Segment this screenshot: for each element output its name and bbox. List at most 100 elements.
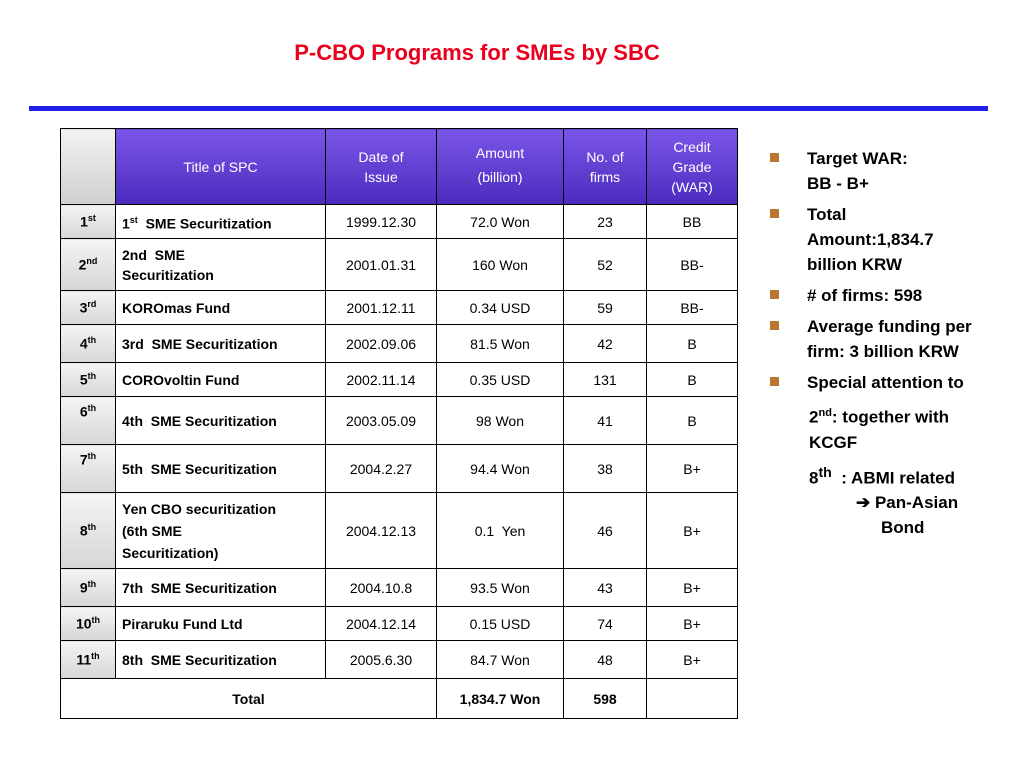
slide-title: P-CBO Programs for SMEs by SBC: [294, 40, 660, 65]
spc-title-cell: 4th SME Securitization: [115, 396, 326, 445]
date-cell: 2002.09.06: [325, 324, 437, 363]
bullet-special-attention: Special attention to: [770, 370, 1010, 395]
bullet-square-icon: [770, 153, 779, 162]
summary-bullets: Target WAR: BB - B+ Total Amount:1,834.7…: [770, 146, 1010, 540]
firms-cell: 48: [563, 640, 647, 679]
table-row: 9th 7th SME Securitization 2004.10.8 93.…: [60, 568, 738, 607]
table-total-row: Total 1,834.7 Won 598: [60, 678, 738, 719]
header-corner-cell: [60, 128, 116, 205]
rank-cell: 3rd: [60, 290, 116, 325]
table-row: 8th Yen CBO securitization (6th SME Securi…: [60, 492, 738, 569]
amount-cell: 98 Won: [436, 396, 564, 445]
date-cell: 2004.10.8: [325, 568, 437, 607]
date-cell: 2001.01.31: [325, 238, 437, 291]
grade-cell: B: [646, 324, 738, 363]
firms-cell: 43: [563, 568, 647, 607]
spc-title-cell: Piraruku Fund Ltd: [115, 606, 326, 641]
bullet-number-of-firms: # of firms: 598: [770, 283, 1010, 308]
amount-cell: 81.5 Won: [436, 324, 564, 363]
date-cell: 2003.05.09: [325, 396, 437, 445]
right-arrow-icon: ➔: [856, 493, 871, 513]
bullet-square-icon: [770, 377, 779, 386]
header-firms-line1: No. of: [586, 148, 624, 165]
spc-title-cell: 7th SME Securitization: [115, 568, 326, 607]
table-row: 6th 4th SME Securitization 2003.05.09 98…: [60, 396, 738, 445]
spc-title-cell: 2nd SME Securitization: [115, 238, 326, 291]
header-credit-line1: Credit: [673, 138, 711, 155]
date-cell: 2004.12.14: [325, 606, 437, 641]
firms-cell: 131: [563, 362, 647, 397]
header-amount-line2: (billion): [477, 168, 523, 185]
special-attention-8th: 8th : ABMI related ➔ Pan-Asian Bond: [809, 464, 959, 538]
rank-cell: 5th: [60, 362, 116, 397]
firms-cell: 38: [563, 444, 647, 493]
total-amount-cell: 1,834.7 Won: [436, 678, 564, 719]
firms-cell: 41: [563, 396, 647, 445]
header-credit-line3: (WAR): [671, 178, 713, 195]
spc-title-cell: 5th SME Securitization: [115, 444, 326, 493]
amount-cell: 0.1 Yen: [436, 492, 564, 569]
amount-cell: 0.34 USD: [436, 290, 564, 325]
bullet-target-war: Target WAR: BB - B+: [770, 146, 1010, 196]
grade-cell: BB-: [646, 290, 738, 325]
table-row: 11th 8th SME Securitization 2005.6.30 84…: [60, 640, 738, 679]
spc-title-cell: 1st SME Securitization: [115, 204, 326, 239]
date-cell: 2004.2.27: [325, 444, 437, 493]
grade-cell: BB-: [646, 238, 738, 291]
header-firms-line2: firms: [589, 168, 621, 185]
amount-cell: 0.35 USD: [436, 362, 564, 397]
grade-cell: B: [646, 396, 738, 445]
amount-cell: 94.4 Won: [436, 444, 564, 493]
rank-cell: 1st: [60, 204, 116, 239]
spc-title-cell: KOROmas Fund: [115, 290, 326, 325]
firms-cell: 46: [563, 492, 647, 569]
grade-cell: B: [646, 362, 738, 397]
title-divider: [29, 106, 988, 111]
bullet-square-icon: [770, 209, 779, 218]
total-label-cell: Total: [60, 678, 437, 719]
grade-cell: B+: [646, 444, 738, 493]
rank-cell: 9th: [60, 568, 116, 607]
spc-table: Title of SPC Date of Issue Amount (billi…: [60, 128, 738, 719]
rank-cell: 4th: [60, 324, 116, 363]
table-row: 1st 1st SME Securitization 1999.12.30 72…: [60, 204, 738, 239]
total-grade-cell: [646, 678, 738, 719]
date-cell: 2002.11.14: [325, 362, 437, 397]
bullet-total-amount: Total Amount:1,834.7 billion KRW: [770, 202, 1010, 277]
header-title-of-spc: Title of SPC: [115, 128, 326, 205]
bullet-square-icon: [770, 321, 779, 330]
special-attention-2nd: 2nd: together with KCGF: [809, 407, 950, 452]
table-row: 3rd KOROmas Fund 2001.12.11 0.34 USD 59 …: [60, 290, 738, 325]
header-credit-line2: Grade: [672, 158, 712, 175]
firms-cell: 74: [563, 606, 647, 641]
spc-title-cell: 8th SME Securitization: [115, 640, 326, 679]
rank-cell: 2nd: [60, 238, 116, 291]
bullet-average-funding: Average funding per firm: 3 billion KRW: [770, 314, 1010, 364]
amount-cell: 0.15 USD: [436, 606, 564, 641]
amount-cell: 72.0 Won: [436, 204, 564, 239]
table-row: 5th COROvoltin Fund 2002.11.14 0.35 USD …: [60, 362, 738, 397]
grade-cell: B+: [646, 568, 738, 607]
spc-title-cell: COROvoltin Fund: [115, 362, 326, 397]
table-row: 2nd 2nd SME Securitization 2001.01.31 160…: [60, 238, 738, 291]
header-amount-line1: Amount: [475, 144, 525, 161]
grade-cell: B+: [646, 492, 738, 569]
table-header-row: Title of SPC Date of Issue Amount (billi…: [60, 128, 738, 205]
spc-title-cell: Yen CBO securitization (6th SME Securitiza…: [115, 492, 326, 569]
bullet-square-icon: [770, 290, 779, 299]
table-row: 4th 3rd SME Securitization 2002.09.06 81…: [60, 324, 738, 363]
date-cell: 1999.12.30: [325, 204, 437, 239]
rank-cell: 11th: [60, 640, 116, 679]
date-cell: 2001.12.11: [325, 290, 437, 325]
grade-cell: BB: [646, 204, 738, 239]
amount-cell: 160 Won: [436, 238, 564, 291]
rank-cell: 6th: [60, 396, 116, 445]
table-row: 10th Piraruku Fund Ltd 2004.12.14 0.15 U…: [60, 606, 738, 641]
table-row: 7th 5th SME Securitization 2004.2.27 94.…: [60, 444, 738, 493]
grade-cell: B+: [646, 606, 738, 641]
total-firms-cell: 598: [563, 678, 647, 719]
firms-cell: 42: [563, 324, 647, 363]
amount-cell: 93.5 Won: [436, 568, 564, 607]
grade-cell: B+: [646, 640, 738, 679]
rank-cell: 10th: [60, 606, 116, 641]
